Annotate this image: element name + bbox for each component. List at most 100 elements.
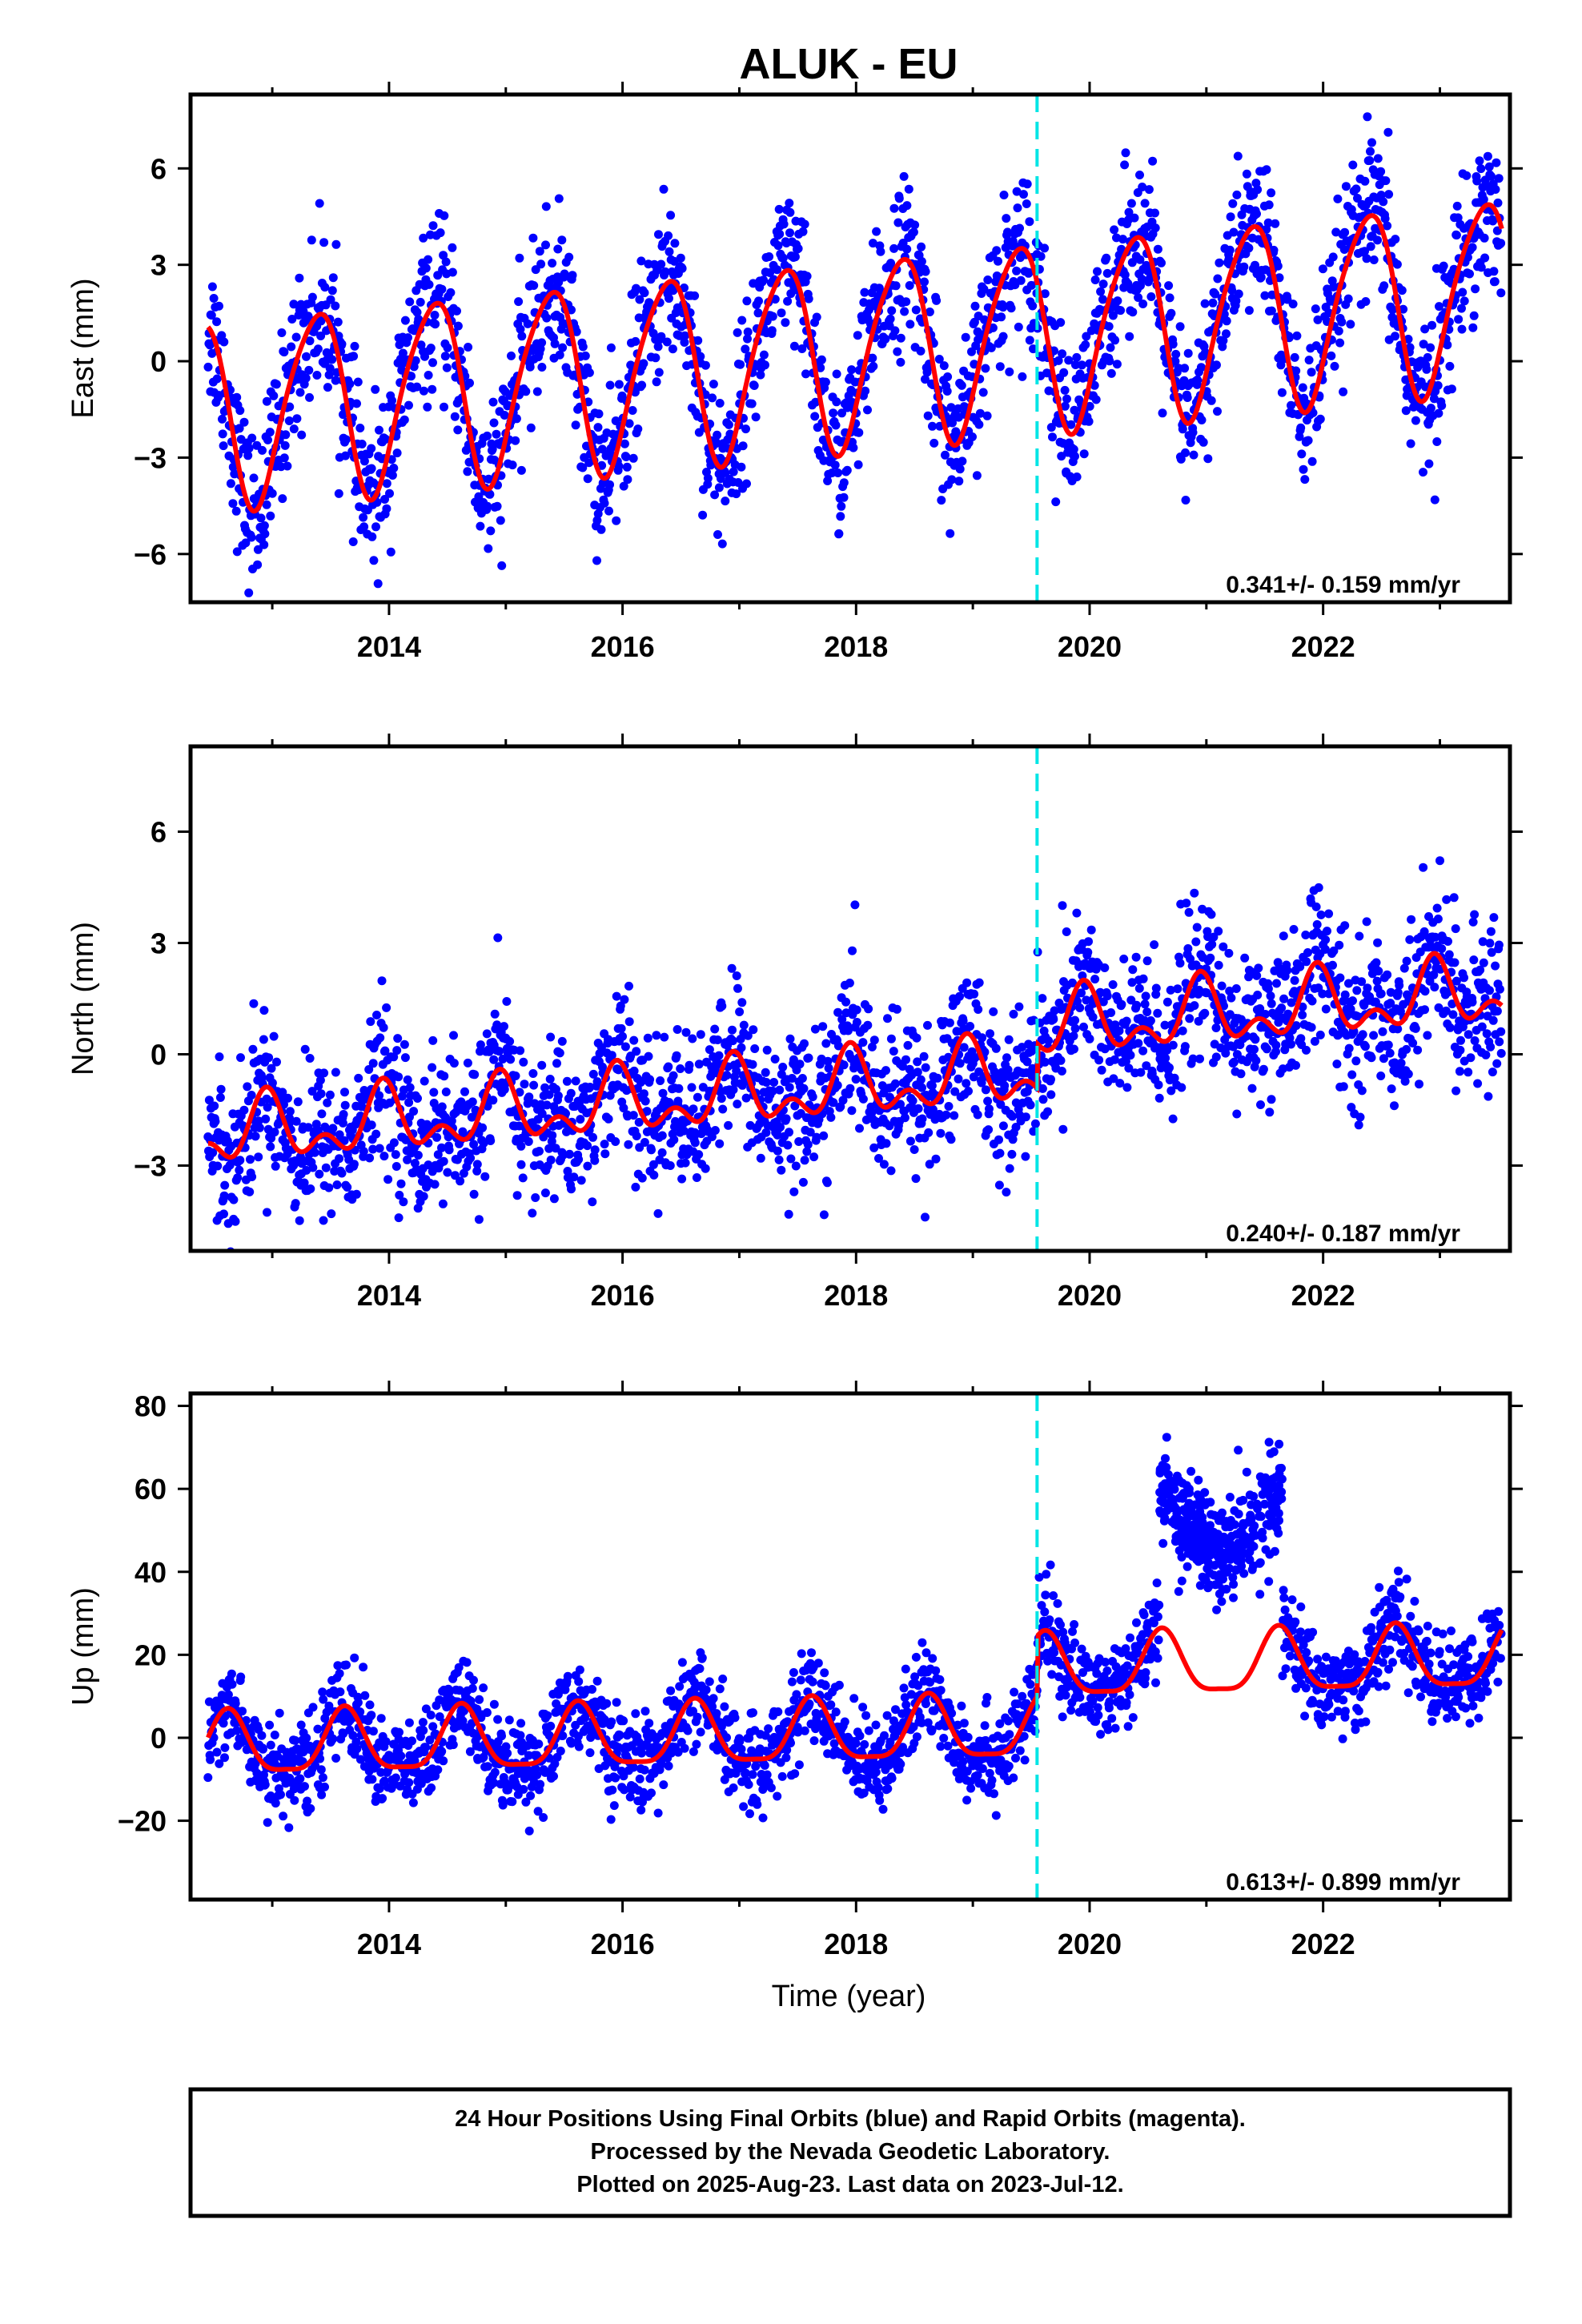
data-point — [1463, 252, 1472, 262]
data-point — [645, 1075, 655, 1084]
data-point — [816, 363, 825, 372]
data-point — [1376, 1072, 1386, 1080]
data-point — [227, 1679, 237, 1689]
data-point — [1496, 1027, 1506, 1036]
data-point — [215, 1093, 225, 1102]
data-point — [1038, 1095, 1048, 1104]
data-point — [1043, 1107, 1053, 1116]
data-point — [449, 1059, 459, 1068]
data-point — [508, 460, 517, 470]
data-point — [439, 251, 448, 260]
data-point — [1162, 997, 1172, 1007]
data-point — [1140, 999, 1150, 1009]
data-point — [713, 530, 722, 539]
data-point — [1022, 179, 1032, 189]
data-point — [703, 473, 713, 483]
data-point — [405, 1083, 415, 1092]
data-point — [785, 1034, 795, 1043]
data-point — [360, 1691, 370, 1700]
data-point — [819, 1131, 829, 1140]
data-point — [392, 1046, 402, 1055]
data-point — [1229, 227, 1239, 237]
data-point — [212, 317, 222, 327]
data-point — [642, 1107, 652, 1116]
data-point — [748, 1059, 757, 1069]
data-point — [1262, 1044, 1271, 1054]
data-point — [718, 1104, 728, 1114]
x-tick-label: 2014 — [357, 1279, 421, 1312]
data-point — [1256, 1100, 1265, 1109]
data-point — [1405, 935, 1415, 944]
data-point — [829, 408, 838, 418]
data-point — [545, 1075, 555, 1084]
data-point — [676, 1064, 685, 1073]
data-point — [343, 1183, 352, 1192]
data-point — [869, 1143, 879, 1152]
data-point — [1272, 979, 1281, 988]
data-point — [690, 291, 700, 300]
data-point — [620, 439, 629, 448]
data-point — [1002, 1188, 1011, 1197]
data-point — [1337, 317, 1347, 327]
data-point — [970, 301, 980, 311]
data-point — [1191, 937, 1201, 947]
data-point — [933, 1073, 942, 1083]
data-point — [622, 462, 632, 472]
data-point — [381, 434, 391, 444]
data-point — [529, 1080, 539, 1090]
data-point — [1291, 1060, 1300, 1070]
data-point — [909, 227, 918, 237]
data-point — [1186, 954, 1195, 963]
data-point — [528, 233, 538, 243]
east-y-axis-label: East (mm) — [66, 278, 100, 418]
data-point — [713, 1035, 722, 1044]
data-point — [1148, 156, 1158, 166]
data-point — [359, 456, 369, 466]
data-point — [588, 1069, 598, 1079]
data-point — [420, 1076, 429, 1086]
data-point — [919, 1051, 929, 1061]
data-point — [978, 388, 988, 397]
data-point — [243, 1082, 252, 1092]
data-point — [210, 1101, 219, 1111]
data-point — [946, 529, 955, 538]
data-point — [776, 1123, 785, 1132]
data-point — [698, 510, 708, 520]
data-point — [249, 999, 259, 1008]
north-plot-frame — [188, 744, 1512, 1253]
data-point — [292, 414, 302, 424]
data-point — [270, 1731, 279, 1739]
data-point — [1114, 1026, 1124, 1035]
data-point — [275, 1708, 284, 1718]
data-point — [1196, 363, 1206, 372]
data-point — [607, 1051, 616, 1060]
data-point — [572, 327, 581, 336]
data-point — [1088, 1012, 1098, 1022]
data-point — [881, 334, 890, 344]
data-point — [1353, 194, 1362, 203]
data-point — [315, 1076, 325, 1085]
data-point — [484, 474, 493, 484]
data-point — [732, 971, 741, 980]
data-point — [1064, 356, 1074, 365]
data-point — [524, 1137, 533, 1146]
data-point — [428, 1063, 437, 1072]
data-point — [576, 1115, 585, 1124]
data-point — [203, 1773, 213, 1783]
data-point — [443, 1168, 452, 1177]
data-point — [525, 362, 535, 372]
data-point — [1040, 243, 1050, 253]
data-point — [833, 1007, 843, 1017]
data-point — [235, 406, 245, 416]
data-point — [636, 256, 646, 266]
data-point — [830, 460, 840, 470]
data-point — [1488, 1068, 1497, 1077]
data-point — [340, 1088, 349, 1097]
data-point — [1401, 406, 1411, 416]
data-point — [497, 561, 507, 570]
data-point — [732, 489, 741, 499]
data-point — [605, 380, 615, 390]
data-point — [957, 380, 966, 390]
data-point — [389, 1052, 399, 1062]
